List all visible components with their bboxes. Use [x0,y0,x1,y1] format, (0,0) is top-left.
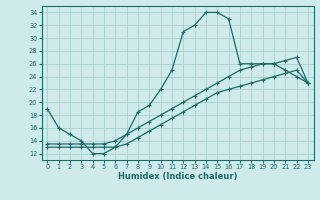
X-axis label: Humidex (Indice chaleur): Humidex (Indice chaleur) [118,172,237,181]
